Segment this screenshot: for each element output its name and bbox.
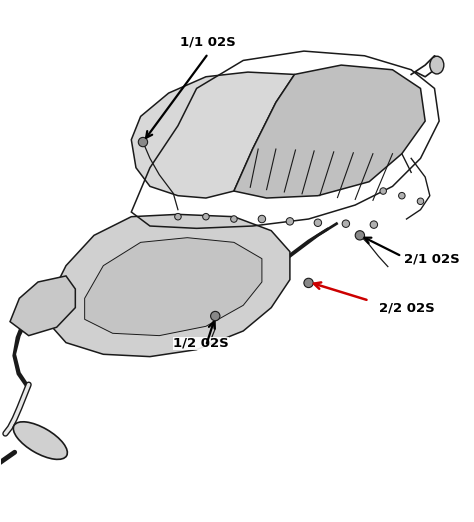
Circle shape — [380, 188, 386, 194]
Text: 2/2 02S: 2/2 02S — [379, 302, 434, 315]
Ellipse shape — [13, 422, 67, 459]
Polygon shape — [10, 276, 75, 336]
Circle shape — [286, 218, 293, 225]
Circle shape — [258, 215, 265, 223]
Text: 1/1 02S: 1/1 02S — [181, 36, 236, 49]
Circle shape — [231, 216, 237, 222]
Circle shape — [175, 213, 181, 220]
Circle shape — [138, 137, 147, 147]
Circle shape — [210, 312, 220, 321]
Circle shape — [342, 220, 350, 228]
Circle shape — [355, 231, 365, 240]
Polygon shape — [131, 72, 294, 198]
Text: 1/2 02S: 1/2 02S — [173, 337, 229, 350]
Circle shape — [304, 278, 313, 288]
Circle shape — [370, 221, 378, 228]
Circle shape — [203, 213, 209, 220]
Circle shape — [399, 193, 405, 199]
Polygon shape — [155, 282, 225, 315]
Circle shape — [314, 219, 322, 227]
Polygon shape — [85, 238, 262, 336]
Text: 2/1 02S: 2/1 02S — [404, 253, 460, 266]
Polygon shape — [234, 65, 425, 198]
Polygon shape — [47, 215, 290, 357]
Circle shape — [417, 198, 424, 205]
Ellipse shape — [430, 56, 444, 74]
